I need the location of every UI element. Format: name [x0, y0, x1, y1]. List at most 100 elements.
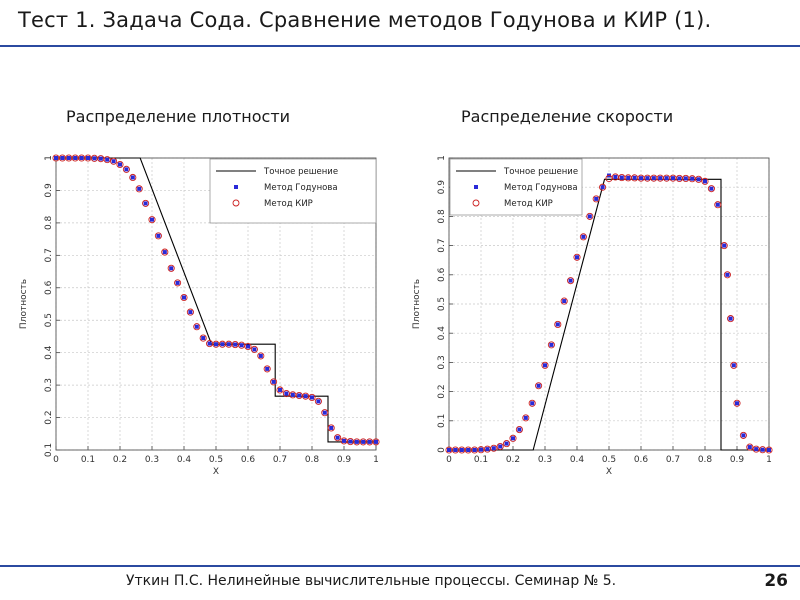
godunov-point: [105, 157, 110, 162]
godunov-point: [137, 186, 142, 191]
godunov-point: [348, 439, 353, 444]
godunov-point: [201, 336, 206, 341]
kir-point: [174, 279, 182, 287]
godunov-point: [207, 341, 212, 346]
kir-point: [308, 393, 316, 401]
kir-point: [167, 264, 175, 272]
godunov-point: [118, 162, 122, 167]
godunov-point: [671, 176, 675, 181]
y-tick-label: 0.3: [437, 355, 447, 369]
y-tick-label: 0.5: [437, 297, 447, 311]
kir-point: [554, 320, 562, 328]
godunov-point: [342, 438, 346, 443]
kir-point: [714, 201, 722, 209]
y-tick-label: 0.6: [44, 280, 54, 295]
kir-point: [765, 446, 773, 454]
godunov-point: [626, 175, 631, 180]
godunov-point: [472, 448, 477, 452]
godunov-point: [498, 444, 503, 449]
godunov-point: [335, 435, 340, 440]
kir-point: [730, 361, 738, 369]
y-axis-label: Плотность: [19, 279, 29, 329]
kir-point: [522, 414, 530, 422]
kir-point: [199, 334, 207, 342]
godunov-point: [735, 401, 739, 406]
x-tick-label: 1: [766, 455, 772, 465]
kir-point: [515, 426, 523, 434]
godunov-point: [290, 392, 295, 397]
kir-point: [276, 386, 284, 394]
x-tick-label: 0.5: [209, 455, 223, 465]
kir-point: [535, 382, 543, 390]
kir-point: [509, 434, 517, 442]
kir-point: [720, 242, 728, 250]
y-tick-label: 1: [437, 155, 447, 161]
y-tick-label: 0.6: [437, 267, 447, 282]
legend-label: Метод КИР: [504, 199, 553, 209]
godunov-point: [92, 156, 97, 161]
kir-point: [263, 365, 271, 373]
godunov-point: [79, 156, 84, 160]
y-tick-label: 0.7: [437, 238, 447, 252]
godunov-point: [491, 446, 496, 451]
godunov-point: [555, 322, 560, 327]
godunov-point: [767, 448, 771, 452]
godunov-point: [188, 310, 193, 315]
godunov-point: [182, 295, 186, 300]
godunov-point: [562, 299, 567, 304]
y-tick-label: 0.8: [437, 209, 447, 224]
y-axis-label: Плотность: [412, 279, 422, 329]
y-tick-label: 0.3: [44, 378, 54, 392]
x-tick-label: 0.2: [113, 455, 127, 465]
godunov-point: [354, 439, 359, 444]
godunov-point: [124, 167, 129, 172]
x-tick-label: 0.2: [506, 455, 520, 465]
kir-point: [321, 409, 329, 417]
x-tick-label: 0.1: [81, 455, 95, 465]
kir-point: [567, 277, 575, 285]
kir-point: [250, 345, 258, 353]
y-tick-label: 0.9: [44, 183, 54, 198]
godunov-point: [517, 427, 522, 432]
godunov-point: [728, 316, 733, 321]
godunov-point: [466, 448, 471, 452]
kir-point: [142, 199, 150, 207]
godunov-point: [715, 202, 720, 207]
kir-point: [122, 165, 130, 173]
x-tick-label: 1: [373, 455, 379, 465]
godunov-point: [575, 255, 579, 260]
y-tick-label: 0.2: [437, 384, 447, 398]
godunov-point: [169, 266, 174, 271]
godunov-point: [581, 234, 586, 239]
kir-point: [592, 195, 600, 203]
godunov-point: [284, 391, 289, 396]
godunov-point: [549, 342, 554, 347]
x-tick-label: 0.7: [666, 455, 680, 465]
godunov-point: [265, 366, 270, 371]
kir-point: [547, 341, 555, 349]
legend-label: Метод КИР: [264, 199, 313, 209]
godunov-point: [530, 401, 535, 406]
godunov-point: [374, 439, 378, 444]
kir-point: [541, 361, 549, 369]
kir-point: [103, 156, 111, 164]
godunov-point: [594, 196, 599, 201]
godunov-point: [543, 363, 547, 368]
godunov-point: [246, 344, 250, 349]
kir-point: [579, 233, 587, 241]
legend-label: Метод Годунова: [264, 183, 338, 193]
kir-point: [528, 399, 536, 407]
godunov-point: [741, 433, 746, 438]
godunov-point: [86, 156, 90, 160]
chart-title-velocity: Распределение скорости: [461, 107, 674, 126]
plot-frame: [448, 157, 770, 451]
x-tick-label: 0.5: [602, 455, 616, 465]
y-tick-label: 0.8: [44, 215, 54, 230]
godunov-point: [66, 156, 71, 160]
x-tick-label: 0.1: [474, 455, 488, 465]
x-tick-label: 0.6: [634, 455, 649, 465]
godunov-point: [587, 214, 592, 219]
godunov-point: [613, 174, 618, 179]
slide-title: Тест 1. Задача Сода. Сравнение методов Г…: [18, 8, 712, 32]
godunov-point: [175, 280, 180, 285]
